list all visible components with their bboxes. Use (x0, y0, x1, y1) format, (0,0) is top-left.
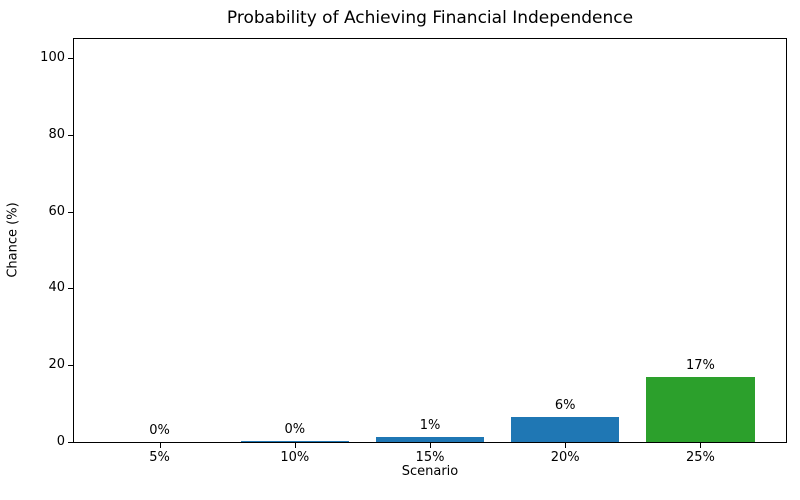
x-tick-mark (159, 443, 161, 448)
bar-15% (375, 436, 485, 442)
bar-25% (646, 376, 755, 442)
y-tick-mark (68, 58, 73, 60)
y-tick-label: 60 (48, 203, 65, 219)
y-axis-label: Chance (%) (5, 202, 21, 278)
y-tick-label: 20 (48, 357, 65, 373)
bar-value-label: 6% (554, 398, 576, 414)
bar-value-label: 0% (284, 421, 306, 437)
bar-value-label: 17% (686, 357, 715, 373)
y-tick-mark (68, 211, 73, 213)
x-tick-mark (565, 443, 567, 448)
bar-20% (511, 417, 620, 442)
x-tick-label: 25% (686, 450, 715, 465)
bar-10% (240, 440, 349, 442)
plot-area (73, 38, 787, 443)
x-tick-label: 5% (149, 450, 170, 465)
x-tick-mark (294, 443, 296, 448)
y-tick-label: 40 (48, 280, 65, 296)
y-tick-mark (68, 365, 73, 367)
x-tick-mark (700, 443, 702, 448)
bar-value-label: 1% (419, 417, 441, 433)
y-tick-mark (68, 288, 73, 290)
bar-value-label: 0% (149, 423, 170, 438)
chart-title: Probability of Achieving Financial Indep… (226, 8, 634, 28)
x-tick-mark (430, 443, 431, 448)
y-tick-label: 80 (48, 126, 65, 142)
x-tick-label: 20% (550, 450, 580, 465)
y-tick-mark (68, 442, 73, 443)
x-tick-label: 10% (280, 450, 310, 465)
x-axis-label: Scenario (401, 464, 459, 479)
y-tick-label: 0 (56, 434, 65, 449)
x-tick-label: 15% (415, 450, 445, 465)
y-tick-label: 100 (40, 50, 65, 66)
y-tick-mark (68, 134, 73, 136)
